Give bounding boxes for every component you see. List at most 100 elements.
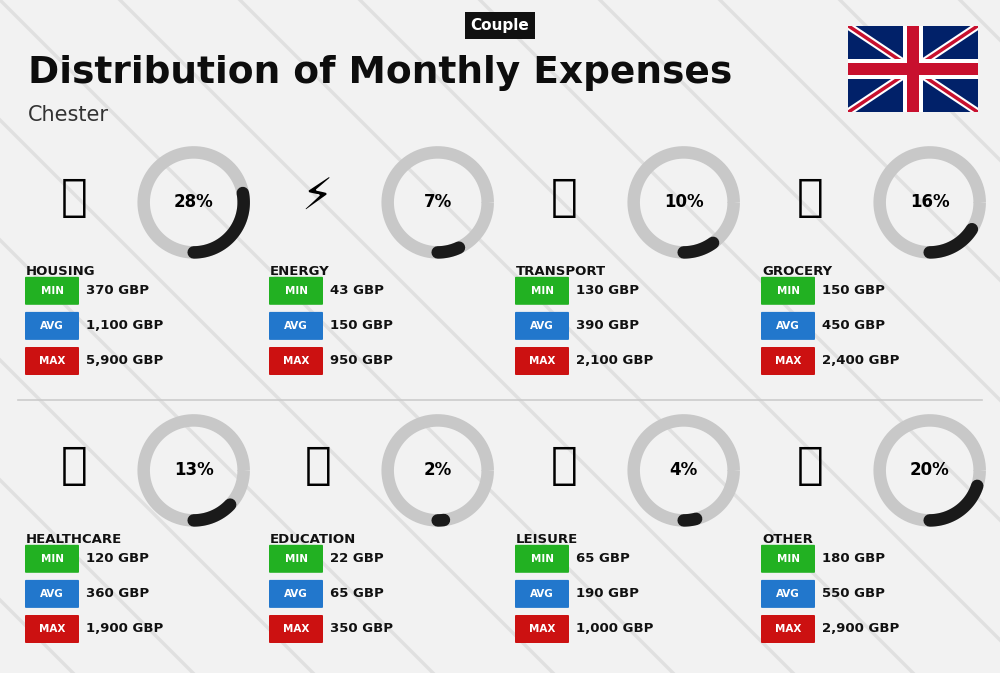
Bar: [907, 26, 919, 112]
Text: OTHER: OTHER: [762, 533, 813, 546]
Text: MAX: MAX: [775, 624, 801, 634]
Text: 190 GBP: 190 GBP: [576, 588, 639, 600]
Text: AVG: AVG: [40, 589, 64, 599]
Text: LEISURE: LEISURE: [516, 533, 578, 546]
Text: AVG: AVG: [284, 321, 308, 331]
FancyBboxPatch shape: [269, 580, 323, 608]
Text: 7%: 7%: [424, 193, 452, 211]
FancyBboxPatch shape: [761, 580, 815, 608]
FancyBboxPatch shape: [761, 615, 815, 643]
Text: 🛍️: 🛍️: [551, 444, 577, 487]
Text: 🚌: 🚌: [551, 176, 577, 219]
Text: 360 GBP: 360 GBP: [86, 588, 149, 600]
Text: 65 GBP: 65 GBP: [330, 588, 384, 600]
Text: MAX: MAX: [775, 356, 801, 366]
Text: 2,100 GBP: 2,100 GBP: [576, 355, 653, 367]
Text: 💗: 💗: [61, 444, 87, 487]
Text: MAX: MAX: [39, 624, 65, 634]
Text: 550 GBP: 550 GBP: [822, 588, 885, 600]
Text: Chester: Chester: [28, 105, 109, 125]
Text: ENERGY: ENERGY: [270, 264, 330, 278]
FancyBboxPatch shape: [515, 312, 569, 340]
Text: 5,900 GBP: 5,900 GBP: [86, 355, 163, 367]
Text: AVG: AVG: [530, 321, 554, 331]
Text: MIN: MIN: [285, 554, 308, 564]
Text: 450 GBP: 450 GBP: [822, 320, 885, 332]
Text: MIN: MIN: [530, 286, 554, 296]
Text: 43 GBP: 43 GBP: [330, 284, 384, 297]
FancyBboxPatch shape: [25, 347, 79, 375]
FancyBboxPatch shape: [25, 580, 79, 608]
Text: AVG: AVG: [284, 589, 308, 599]
Text: 2,900 GBP: 2,900 GBP: [822, 623, 899, 635]
Text: MIN: MIN: [776, 286, 800, 296]
Text: MIN: MIN: [285, 286, 308, 296]
FancyBboxPatch shape: [515, 545, 569, 573]
FancyBboxPatch shape: [269, 615, 323, 643]
Text: 2,400 GBP: 2,400 GBP: [822, 355, 899, 367]
Text: 2%: 2%: [424, 462, 452, 479]
Text: 10%: 10%: [664, 193, 703, 211]
Text: ⚡️: ⚡️: [302, 176, 334, 219]
Text: 4%: 4%: [670, 462, 698, 479]
Text: AVG: AVG: [776, 589, 800, 599]
Text: 1,000 GBP: 1,000 GBP: [576, 623, 653, 635]
Text: 130 GBP: 130 GBP: [576, 284, 639, 297]
FancyBboxPatch shape: [25, 545, 79, 573]
Text: MIN: MIN: [40, 554, 64, 564]
Text: MIN: MIN: [530, 554, 554, 564]
Text: 180 GBP: 180 GBP: [822, 553, 885, 565]
Text: AVG: AVG: [40, 321, 64, 331]
Text: 120 GBP: 120 GBP: [86, 553, 149, 565]
Bar: [848, 59, 978, 79]
Text: HOUSING: HOUSING: [26, 264, 96, 278]
Text: MAX: MAX: [529, 624, 555, 634]
Text: MAX: MAX: [283, 624, 309, 634]
FancyBboxPatch shape: [269, 277, 323, 305]
FancyBboxPatch shape: [515, 347, 569, 375]
Text: HEALTHCARE: HEALTHCARE: [26, 533, 122, 546]
Text: AVG: AVG: [530, 589, 554, 599]
Text: 1,100 GBP: 1,100 GBP: [86, 320, 163, 332]
Text: 950 GBP: 950 GBP: [330, 355, 393, 367]
FancyBboxPatch shape: [761, 347, 815, 375]
Text: MIN: MIN: [776, 554, 800, 564]
Text: 🎓: 🎓: [305, 444, 331, 487]
FancyBboxPatch shape: [761, 277, 815, 305]
Text: 13%: 13%: [174, 462, 214, 479]
Text: 1,900 GBP: 1,900 GBP: [86, 623, 163, 635]
FancyBboxPatch shape: [269, 347, 323, 375]
Text: MAX: MAX: [283, 356, 309, 366]
Text: TRANSPORT: TRANSPORT: [516, 264, 606, 278]
Text: 🛒: 🛒: [797, 176, 823, 219]
Text: AVG: AVG: [776, 321, 800, 331]
Text: MAX: MAX: [39, 356, 65, 366]
Text: 370 GBP: 370 GBP: [86, 284, 149, 297]
FancyBboxPatch shape: [761, 545, 815, 573]
FancyBboxPatch shape: [515, 615, 569, 643]
FancyBboxPatch shape: [515, 580, 569, 608]
FancyBboxPatch shape: [269, 312, 323, 340]
Text: 150 GBP: 150 GBP: [822, 284, 885, 297]
Bar: [903, 26, 923, 112]
Text: EDUCATION: EDUCATION: [270, 533, 356, 546]
Text: 22 GBP: 22 GBP: [330, 553, 384, 565]
Text: Distribution of Monthly Expenses: Distribution of Monthly Expenses: [28, 55, 732, 91]
Text: 🏗️: 🏗️: [61, 176, 87, 219]
Text: GROCERY: GROCERY: [762, 264, 832, 278]
Text: 20%: 20%: [910, 462, 950, 479]
FancyBboxPatch shape: [25, 312, 79, 340]
Text: MAX: MAX: [529, 356, 555, 366]
FancyBboxPatch shape: [25, 615, 79, 643]
FancyBboxPatch shape: [269, 545, 323, 573]
Text: 16%: 16%: [910, 193, 949, 211]
Text: 👜: 👜: [797, 444, 823, 487]
FancyBboxPatch shape: [761, 312, 815, 340]
Text: 65 GBP: 65 GBP: [576, 553, 630, 565]
Text: Couple: Couple: [471, 18, 529, 33]
Text: 350 GBP: 350 GBP: [330, 623, 393, 635]
Text: MIN: MIN: [40, 286, 64, 296]
FancyBboxPatch shape: [515, 277, 569, 305]
Text: 28%: 28%: [174, 193, 214, 211]
Text: 390 GBP: 390 GBP: [576, 320, 639, 332]
